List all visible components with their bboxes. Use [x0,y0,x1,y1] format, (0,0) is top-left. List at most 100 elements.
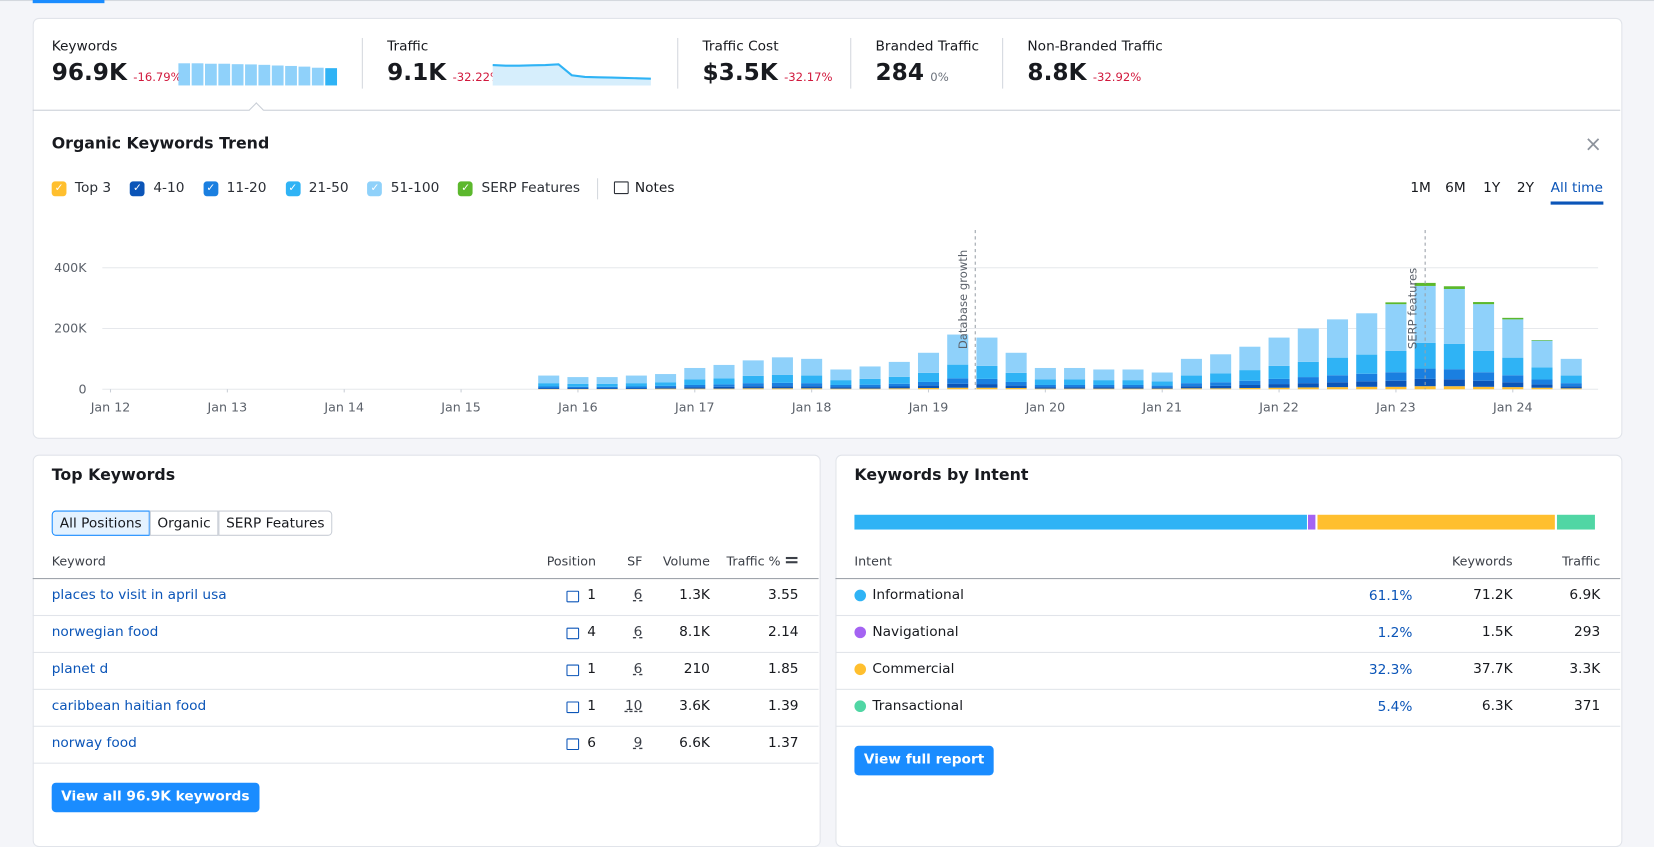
bar-segment [889,377,910,384]
bar-segment [1035,385,1056,387]
bar-segment [1269,366,1290,379]
annotation-label: Database growth [956,250,970,349]
bar-segment [1093,389,1114,390]
keyword-link[interactable]: places to visit in april usa [52,588,227,604]
close-button[interactable]: × [1584,131,1602,156]
legend-label[interactable]: Top 3 [75,180,111,196]
row-line [33,615,819,616]
bar-segment [1356,313,1377,354]
bar-segment [1502,382,1523,387]
bar-segment [830,385,851,387]
bar-segment [597,387,618,388]
intent-bar-segment [1317,515,1555,530]
bar-segment [1239,347,1260,370]
bar-segment [1035,389,1056,390]
bar-segment [1181,359,1202,376]
column-header: Intent [854,554,891,569]
bar-segment [860,366,881,378]
annotation-label: SERP features [1406,268,1420,349]
keyword-link[interactable]: norwegian food [52,624,159,640]
tab[interactable]: Organic [150,511,219,536]
bar-segment [1035,380,1056,385]
range-button[interactable]: 1Y [1483,180,1500,196]
intent-card [835,455,1622,847]
x-tick-label: Jan 19 [908,399,949,414]
bar-segment [1473,387,1494,389]
bar-segment [1093,369,1114,380]
legend-checkbox[interactable]: ✓ [458,181,473,196]
metric-label: Traffic Cost [703,39,779,55]
intent-share[interactable]: 1.2% [1307,626,1412,642]
bar-segment [860,389,881,390]
legend-label[interactable]: 51-100 [391,180,440,196]
bar-segment [1356,355,1377,374]
bar-segment [1561,359,1582,376]
intent-share[interactable]: 61.1% [1307,589,1412,605]
metric-label: Branded Traffic [876,39,980,55]
range-button[interactable]: 6M [1445,180,1466,196]
bar-segment [976,388,997,390]
range-button[interactable]: 2Y [1517,180,1534,196]
intent-share[interactable]: 5.4% [1307,699,1412,715]
spark-bar [245,64,257,85]
bar-segment [1035,387,1056,389]
intent-share[interactable]: 32.3% [1307,662,1412,678]
bar-segment [1064,387,1085,389]
bar-segment [1444,369,1465,379]
legend-checkbox[interactable]: ✓ [368,181,383,196]
x-tick-label: Jan 20 [1025,399,1066,414]
bar-segment [567,377,588,384]
bar-segment [976,384,997,388]
bar-segment [1239,370,1260,381]
keyword-link[interactable]: planet d [52,661,109,677]
spark-bar [178,63,190,85]
summary-separator [1002,38,1003,89]
bar-segment [626,388,647,389]
bar-segment [626,387,647,389]
range-button[interactable]: All time [1551,180,1603,196]
column-header: Traffic % [675,554,780,569]
metric-value: 284 [876,60,924,86]
legend-checkbox[interactable]: ✓ [52,181,67,196]
notes-button[interactable]: Notes [635,180,675,196]
row-line [835,615,1620,616]
legend-checkbox[interactable]: ✓ [130,181,145,196]
intent-bar-segment [854,515,1306,530]
legend-label[interactable]: 11-20 [227,180,267,196]
bar-segment [1502,375,1523,382]
bar-segment [1444,344,1465,369]
legend-checkbox[interactable]: ✓ [285,181,300,196]
legend-label[interactable]: 21-50 [309,180,349,196]
bar-segment [1502,387,1523,389]
tab[interactable]: All Positions [52,511,150,536]
intent-traffic: 6.9K [1495,588,1600,604]
bar-segment [1561,388,1582,389]
intent-dot [854,627,866,639]
bar-segment [1298,387,1319,389]
bar-segment [1385,387,1406,389]
range-button[interactable]: 1M [1410,180,1431,196]
bar-segment [772,383,793,386]
bar-segment [1298,328,1319,361]
legend-label[interactable]: SERP Features [481,180,579,196]
tab[interactable]: SERP Features [218,511,332,536]
primary-button[interactable]: View all 96.9K keywords [52,783,259,813]
bar-segment [713,387,734,389]
bar-segment [684,380,705,385]
legend-label[interactable]: 4-10 [153,180,184,196]
bar-segment [1385,381,1406,387]
keyword-link[interactable]: norway food [52,735,137,751]
legend-checkbox[interactable]: ✓ [203,181,218,196]
summary-separator [677,38,678,89]
intent-traffic: 371 [1495,698,1600,714]
keyword-link[interactable]: caribbean haitian food [52,698,207,714]
bar-segment [889,388,910,389]
bar-segment [947,384,968,388]
column-header: Keyword [52,554,106,569]
spark-bar [258,65,270,86]
bar-segment [1210,382,1231,386]
bar-segment [1356,387,1377,389]
bar-segment [1561,386,1582,388]
primary-button[interactable]: View full report [854,746,993,776]
bar-segment [801,359,822,376]
